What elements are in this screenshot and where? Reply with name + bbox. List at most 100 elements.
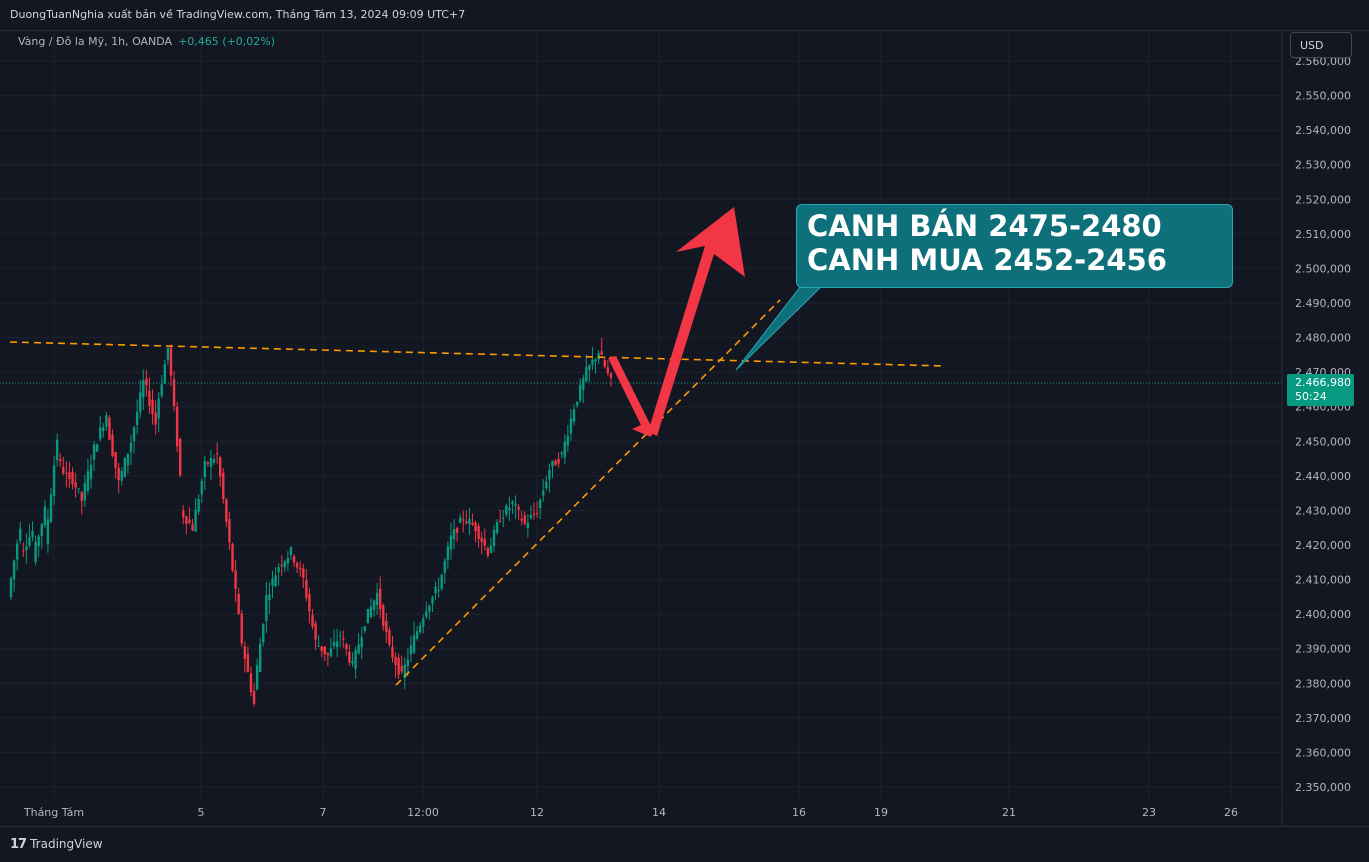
candle-body <box>200 481 203 495</box>
time-tick-label: 19 <box>874 806 888 819</box>
candle-body <box>295 562 299 568</box>
time-tick-label: 12 <box>530 806 544 819</box>
candle-body <box>434 586 437 594</box>
candle-body <box>455 527 459 533</box>
candle-body <box>188 519 191 523</box>
candle-body <box>538 499 542 509</box>
price-tick-label: 2.420,000 <box>1295 539 1351 552</box>
candle-body <box>397 657 400 675</box>
candle-body <box>237 593 240 614</box>
candle-body <box>440 574 443 590</box>
candle-body <box>594 359 597 362</box>
candle-body <box>286 557 290 564</box>
candle-body <box>40 524 43 537</box>
price-tick-label: 2.350,000 <box>1295 781 1351 794</box>
tradingview-logo[interactable]: 17 TradingView <box>10 837 103 852</box>
candle-body <box>548 469 551 480</box>
candle-body <box>194 509 197 532</box>
price-tick-label: 2.510,000 <box>1295 228 1351 241</box>
time-tick-label: 23 <box>1142 806 1156 819</box>
candle-body <box>486 548 490 556</box>
candle-body <box>228 519 231 543</box>
candle-body <box>246 654 250 672</box>
last-price-tag: 2.466,980 50:24 <box>1287 374 1354 406</box>
candle-body <box>360 637 363 648</box>
candlestick-series <box>9 337 613 707</box>
candle-body <box>400 666 403 672</box>
candle-body <box>268 594 271 601</box>
bar-countdown: 50:24 <box>1295 390 1327 403</box>
price-tick-label: 2.550,000 <box>1295 90 1351 103</box>
candle-body <box>498 521 502 523</box>
candle-body <box>308 593 311 612</box>
candle-body <box>142 380 145 398</box>
trade-callout: CANH BÁN 2475-2480 CANH MUA 2452-2456 <box>796 204 1233 288</box>
candle-body <box>206 462 210 464</box>
candle-body <box>520 518 523 521</box>
candle-body <box>185 516 188 524</box>
candle-body <box>609 373 613 378</box>
candle-body <box>458 517 462 523</box>
price-tick-label: 2.370,000 <box>1295 712 1351 725</box>
price-tick-label: 2.390,000 <box>1295 643 1351 656</box>
price-tick-label: 2.440,000 <box>1295 470 1351 483</box>
candle-body <box>335 641 339 648</box>
candle-body <box>160 384 163 396</box>
candle-body <box>363 626 367 631</box>
candle-body <box>277 567 280 573</box>
candle-body <box>406 659 410 667</box>
candle-body <box>105 415 108 427</box>
candle-body <box>148 390 151 406</box>
price-tick-label: 2.380,000 <box>1295 677 1351 690</box>
candle-body <box>378 588 382 610</box>
candle-body <box>99 427 102 440</box>
candle-body <box>240 613 243 644</box>
candle-body <box>443 560 446 573</box>
candle-body <box>255 665 259 690</box>
candle-body <box>154 412 157 425</box>
candle-body <box>203 460 207 478</box>
candle-body <box>157 398 160 419</box>
candle-body <box>320 646 323 651</box>
candle-body <box>492 530 496 547</box>
candle-body <box>391 646 394 658</box>
candle-body <box>566 435 570 446</box>
candle-body <box>532 513 536 515</box>
candle-body <box>234 570 237 590</box>
candle-body <box>375 592 379 606</box>
time-tick-label: 16 <box>792 806 806 819</box>
candle-body <box>108 417 111 440</box>
candle-body <box>265 595 268 621</box>
candle-body <box>139 392 142 413</box>
candle-body <box>252 691 256 704</box>
publication-text: DuongTuanNghia xuất bản về TradingView.c… <box>10 8 466 21</box>
candle-body <box>231 543 234 571</box>
price-tick-label: 2.400,000 <box>1295 608 1351 621</box>
currency-button[interactable]: USD <box>1290 32 1352 58</box>
candle-body <box>314 623 317 640</box>
candle-body <box>71 471 74 485</box>
candle-body <box>468 518 471 524</box>
price-axis: 2.350,000 2.360,000 2.370,000 2.380,000 2.39… <box>1295 55 1351 794</box>
candle-body <box>305 579 308 598</box>
candle-body <box>357 644 360 654</box>
candle-body <box>502 517 505 519</box>
candle-body <box>123 458 127 477</box>
candle-body <box>317 645 320 647</box>
candle-body <box>483 539 486 546</box>
candle-body <box>209 457 213 467</box>
candle-body <box>523 515 526 524</box>
time-tick-label: 14 <box>652 806 666 819</box>
candle-body <box>175 406 179 447</box>
candle-body <box>431 596 434 604</box>
price-tick-label: 2.540,000 <box>1295 124 1351 137</box>
candle-body <box>15 543 19 560</box>
candle-body <box>62 467 65 474</box>
candle-body <box>462 519 465 521</box>
price-tick-label: 2.490,000 <box>1295 297 1351 310</box>
price-tick-label: 2.500,000 <box>1295 262 1351 275</box>
candle-body <box>37 536 40 547</box>
candle-body <box>222 472 225 499</box>
candle-body <box>474 522 477 532</box>
